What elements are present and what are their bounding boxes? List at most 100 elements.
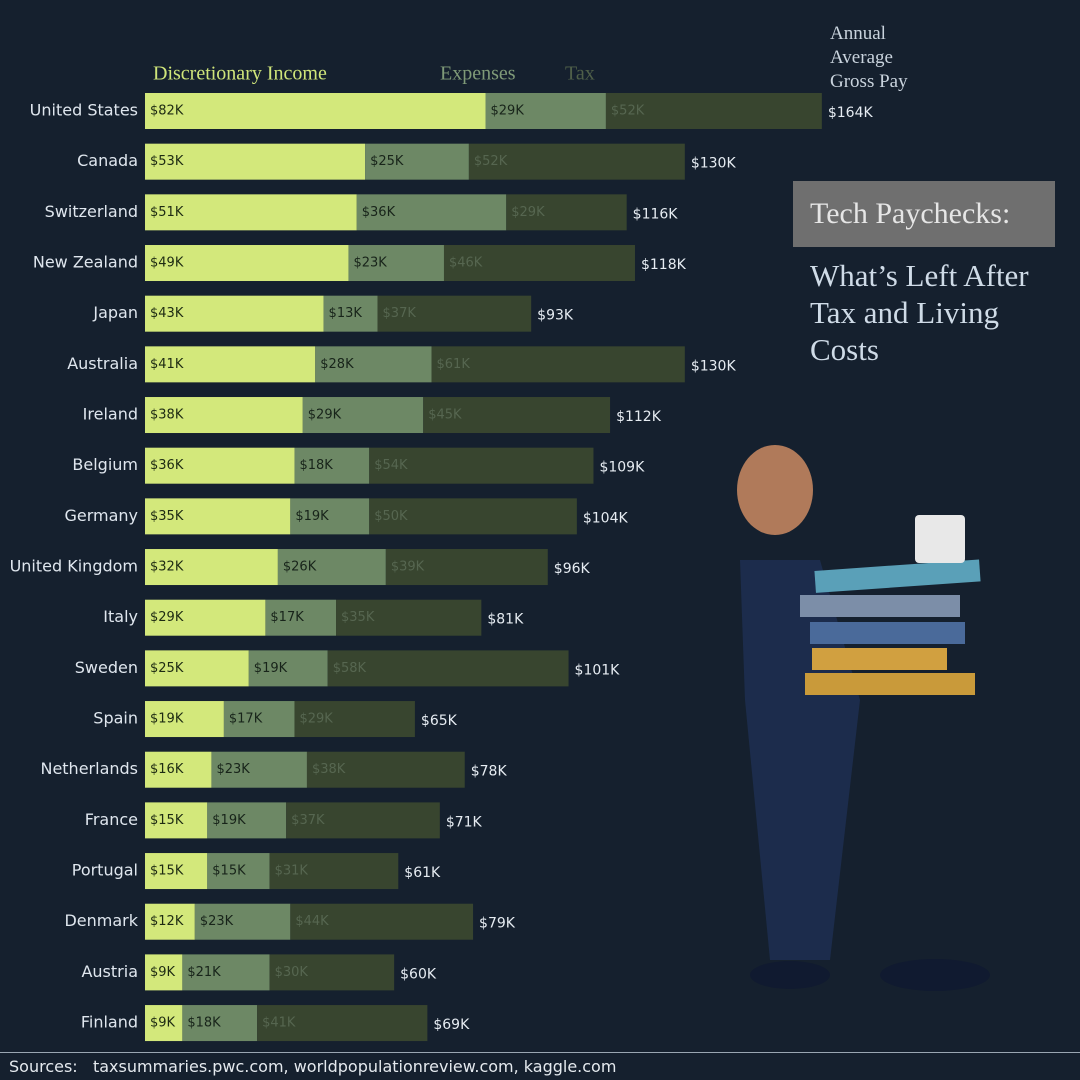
value-label: $58K [333,661,367,676]
bar-segment [348,245,444,282]
value-label: $38K [150,408,184,423]
bar-segment [145,599,266,636]
bar-segment [207,853,270,890]
total-label: $65K [421,713,458,729]
bar-segment [290,498,370,535]
total-label: $101K [575,662,621,678]
value-label: $16K [150,762,184,777]
value-label: $49K [150,256,184,271]
total-label: $130K [691,358,737,374]
bar-segment [145,701,224,738]
bar-segment [269,853,399,890]
category-label: Denmark [64,911,138,930]
bar-segment [327,650,569,687]
bar-segment [286,802,440,839]
bar-segment [605,93,822,129]
value-label: $29K [511,205,545,220]
value-label: $44K [295,914,329,929]
bar-segment [145,447,295,484]
value-label: $46K [449,256,483,271]
category-label: Japan [92,303,138,322]
category-label: Switzerland [45,202,138,221]
value-label: $18K [299,458,333,473]
bar-segment [145,549,278,586]
bar-segment [290,903,474,940]
bar-segment [145,650,249,687]
total-label: $79K [479,916,516,932]
bar-segment [145,295,324,332]
illustration [737,445,990,991]
value-label: $41K [150,357,184,372]
value-label: $52K [474,154,508,169]
value-label: $9K [150,1016,176,1031]
totals-heading: Annual Average Gross Pay [830,23,908,92]
sources: taxsummaries.pwc.com, worldpopulationrev… [92,1057,617,1076]
total-label: $78K [471,764,508,780]
total-label: $112K [616,409,662,425]
bar-segment [145,853,208,890]
bar-segment [356,194,507,231]
value-label: $13K [329,306,363,321]
bar-segment [223,701,295,738]
value-label: $50K [374,509,408,524]
value-label: $31K [275,864,309,879]
bar-segment [377,295,532,332]
value-label: $21K [187,965,221,980]
total-label: $69K [433,1017,470,1033]
bar-segment [336,599,482,636]
value-label: $19K [295,509,329,524]
bar-segment [506,194,627,231]
value-label: $23K [200,914,234,929]
total-label: $109K [599,460,645,476]
value-label: $15K [212,864,246,879]
value-label: $37K [291,813,325,828]
category-label: United Kingdom [10,557,138,576]
value-label: $18K [187,1016,221,1031]
category-label: France [85,810,138,829]
value-label: $61K [437,357,471,372]
category-label: United States [30,101,138,120]
value-label: $29K [308,408,342,423]
category-label: Italy [103,607,138,626]
category-label: Australia [67,354,138,373]
value-label: $54K [374,458,408,473]
total-label: $130K [691,156,737,172]
bar-segment [145,954,183,991]
value-label: $35K [150,509,184,524]
value-label: $17K [229,712,263,727]
total-label: $96K [554,561,591,577]
value-label: $32K [150,560,184,575]
bar-segment [369,498,577,535]
value-label: $37K [383,306,417,321]
bar-segment [207,802,287,839]
sources-label: Sources: [9,1057,78,1076]
bar-segment [369,447,594,484]
value-label: $35K [341,610,375,625]
bar-segment [423,397,611,434]
bar-segment [257,1005,428,1042]
value-label: $82K [150,104,184,119]
value-label: $23K [216,762,250,777]
legend-label: Tax [565,63,595,85]
bar-segment [145,802,208,839]
bar-segment [145,93,486,129]
total-label: $116K [633,206,679,222]
bar-segment [323,295,378,332]
value-label: $39K [391,560,425,575]
bar-segment [182,954,270,991]
bar-segment [248,650,328,687]
total-label: $71K [446,814,483,830]
bar-segment [431,346,685,383]
value-label: $19K [150,712,184,727]
bar-segment [306,751,465,788]
bar-segment [145,346,316,383]
bar-segment [302,397,424,434]
category-label: Canada [77,151,138,170]
value-label: $9K [150,965,176,980]
legend-label: Expenses [440,63,516,85]
bar-segment [145,194,357,231]
total-label: $61K [404,865,441,881]
category-label: New Zealand [33,253,138,272]
value-label: $25K [150,661,184,676]
chart-subtitle: What’s Left After Tax and Living Costs [810,258,1029,367]
